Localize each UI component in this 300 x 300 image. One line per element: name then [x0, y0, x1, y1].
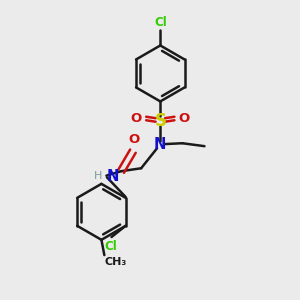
Text: Cl: Cl	[104, 240, 117, 253]
Text: N: N	[154, 137, 167, 152]
Text: O: O	[130, 112, 142, 125]
Text: N: N	[106, 169, 119, 184]
Text: H: H	[94, 172, 103, 182]
Text: O: O	[179, 112, 190, 125]
Text: S: S	[154, 112, 166, 130]
Text: CH₃: CH₃	[105, 257, 127, 268]
Text: O: O	[128, 133, 140, 146]
Text: Cl: Cl	[154, 16, 167, 29]
